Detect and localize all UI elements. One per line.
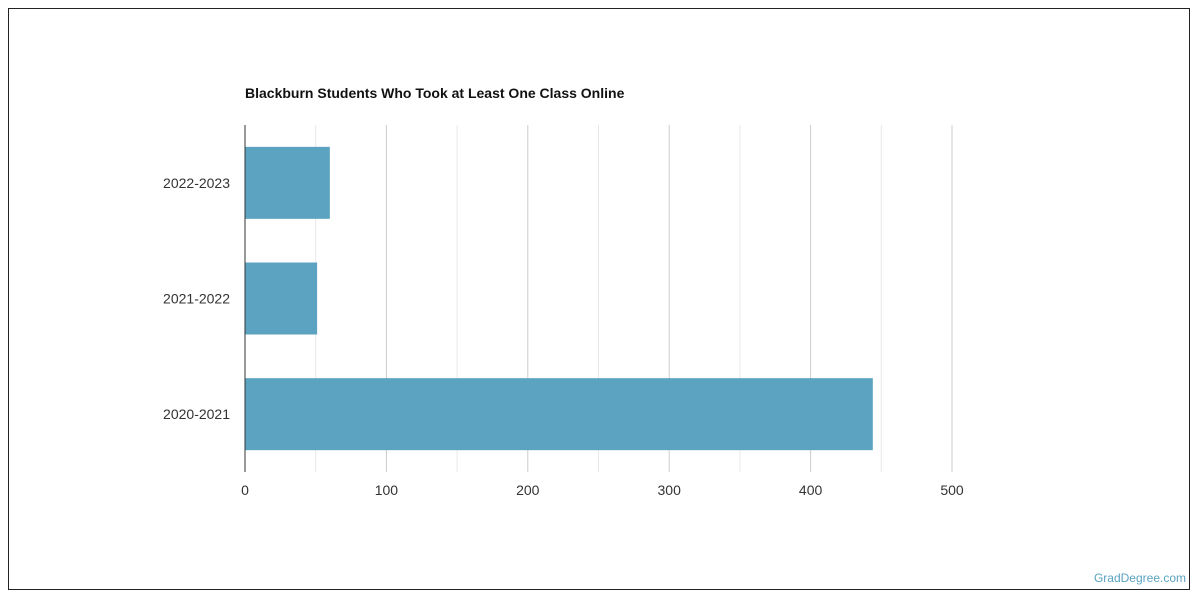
x-tick-label: 0 xyxy=(241,482,249,498)
x-tick-label: 500 xyxy=(940,482,964,498)
x-tick-label: 400 xyxy=(799,482,823,498)
chart-title: Blackburn Students Who Took at Least One… xyxy=(245,85,625,101)
chart-frame xyxy=(8,8,1190,590)
bar xyxy=(245,146,330,219)
x-tick-label: 100 xyxy=(375,482,399,498)
y-tick-label: 2020-2021 xyxy=(163,406,230,422)
x-tick-label: 200 xyxy=(516,482,540,498)
bar xyxy=(245,262,318,335)
bar xyxy=(245,378,873,451)
x-tick-label: 300 xyxy=(658,482,682,498)
watermark-link[interactable]: GradDegree.com xyxy=(1093,571,1186,585)
y-tick-label: 2022-2023 xyxy=(163,175,230,191)
y-tick-label: 2021-2022 xyxy=(163,291,230,307)
